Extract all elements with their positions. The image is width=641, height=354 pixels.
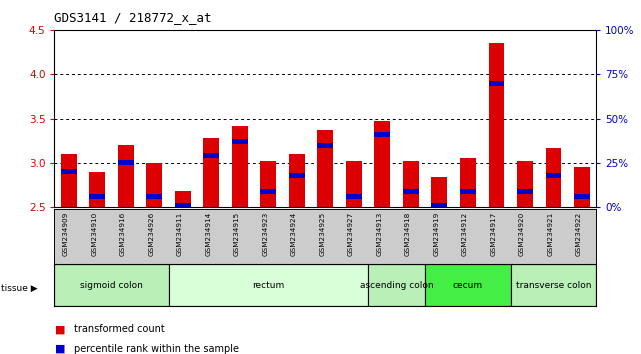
Text: transverse colon: transverse colon <box>515 281 591 290</box>
Bar <box>317 130 333 207</box>
Text: GSM234916: GSM234916 <box>120 212 126 256</box>
Text: GSM234924: GSM234924 <box>291 212 297 256</box>
Bar <box>574 167 590 207</box>
Bar <box>232 139 247 144</box>
Bar <box>61 154 76 207</box>
Bar <box>175 203 190 208</box>
Text: GSM234911: GSM234911 <box>177 212 183 256</box>
Text: ■: ■ <box>54 324 65 334</box>
Bar <box>317 143 333 148</box>
Bar <box>260 161 276 207</box>
Text: sigmoid colon: sigmoid colon <box>80 281 143 290</box>
Bar <box>203 138 219 207</box>
Bar <box>118 145 133 207</box>
Bar <box>54 264 169 306</box>
Bar <box>488 44 504 207</box>
Bar <box>403 161 419 207</box>
Bar <box>61 169 76 174</box>
Bar <box>517 189 533 194</box>
Bar <box>146 194 162 199</box>
Text: GSM234919: GSM234919 <box>433 212 439 256</box>
Text: GSM234910: GSM234910 <box>91 212 97 256</box>
Bar <box>374 132 390 137</box>
Text: ■: ■ <box>54 344 65 354</box>
Text: GSM234912: GSM234912 <box>462 212 468 256</box>
Text: GSM234913: GSM234913 <box>376 212 382 256</box>
Text: GSM234909: GSM234909 <box>63 212 69 256</box>
Text: GSM234927: GSM234927 <box>348 212 354 256</box>
Bar <box>545 148 562 207</box>
Text: percentile rank within the sample: percentile rank within the sample <box>74 344 238 354</box>
Text: GSM234918: GSM234918 <box>405 212 411 256</box>
Bar <box>89 194 105 199</box>
Bar <box>289 173 304 178</box>
Bar <box>203 153 219 158</box>
Text: transformed count: transformed count <box>74 324 165 334</box>
Text: GDS3141 / 218772_x_at: GDS3141 / 218772_x_at <box>54 11 212 24</box>
Bar <box>431 177 447 207</box>
Bar <box>368 264 425 306</box>
Bar <box>260 189 276 194</box>
Bar <box>574 194 590 199</box>
Text: GSM234917: GSM234917 <box>490 212 496 256</box>
Bar <box>460 159 476 207</box>
Bar <box>169 264 368 306</box>
Text: GSM234923: GSM234923 <box>262 212 269 256</box>
Bar <box>146 163 162 207</box>
Text: rectum: rectum <box>252 281 285 290</box>
Bar <box>545 173 562 178</box>
Bar <box>89 172 105 207</box>
Text: tissue ▶: tissue ▶ <box>1 284 37 293</box>
Text: GSM234914: GSM234914 <box>205 212 212 256</box>
Bar <box>374 121 390 207</box>
Text: GSM234926: GSM234926 <box>148 212 154 256</box>
Bar <box>511 264 596 306</box>
Bar <box>175 191 190 207</box>
Bar <box>517 161 533 207</box>
Bar <box>425 264 511 306</box>
Text: cecum: cecum <box>453 281 483 290</box>
Bar <box>431 203 447 208</box>
Text: GSM234920: GSM234920 <box>519 212 525 256</box>
Bar <box>488 81 504 86</box>
Text: GSM234921: GSM234921 <box>547 212 553 256</box>
Bar <box>460 189 476 194</box>
Bar <box>289 154 304 207</box>
Text: GSM234925: GSM234925 <box>319 212 325 256</box>
Text: ascending colon: ascending colon <box>360 281 433 290</box>
Bar <box>403 189 419 194</box>
Text: GSM234915: GSM234915 <box>234 212 240 256</box>
Text: GSM234922: GSM234922 <box>576 212 582 256</box>
Bar <box>346 194 362 199</box>
Bar <box>346 161 362 207</box>
Bar <box>232 126 247 207</box>
Bar <box>118 160 133 165</box>
